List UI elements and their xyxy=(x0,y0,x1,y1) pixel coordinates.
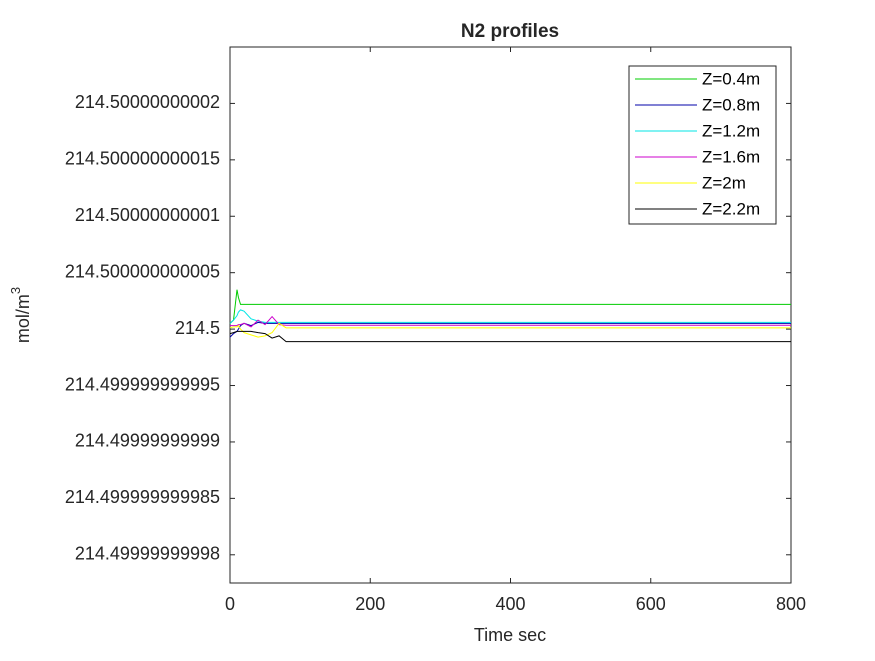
y-tick-label: 214.50000000001 xyxy=(75,205,220,225)
y-tick-label: 214.49999999998 xyxy=(75,544,220,564)
legend-box xyxy=(628,65,777,225)
y-tick-label: 214.50000000002 xyxy=(75,92,220,112)
y-tick-label: 214.5 xyxy=(175,318,220,338)
x-tick-label: 400 xyxy=(495,594,525,614)
x-tick-label: 0 xyxy=(225,594,235,614)
series-line xyxy=(229,330,791,343)
series-line xyxy=(229,289,791,324)
chart-title: N2 profiles xyxy=(461,21,559,42)
y-tick-label: 214.500000000015 xyxy=(65,149,220,169)
legend-label: Z=1.2m xyxy=(702,121,760,140)
series-line xyxy=(229,309,791,324)
x-tick-label: 800 xyxy=(776,594,806,614)
x-tick-label: 200 xyxy=(355,594,385,614)
series-line xyxy=(230,315,791,328)
x-tick-label: 600 xyxy=(636,594,666,614)
series-line xyxy=(229,322,791,338)
legend-label: Z=0.4m xyxy=(702,69,760,88)
y-axis-label: mol/m3 xyxy=(8,287,32,343)
legend-label: Z=1.6m xyxy=(702,147,760,166)
legend-label: Z=0.8m xyxy=(702,95,760,114)
y-tick-label: 214.500000000005 xyxy=(65,261,220,281)
y-label-text: mol/m xyxy=(13,294,33,343)
x-axis-label: Time sec xyxy=(474,625,546,645)
y-tick-label: 214.499999999995 xyxy=(65,374,220,394)
y-tick-label: 214.49999999999 xyxy=(75,431,220,451)
y-label-sup: 3 xyxy=(8,287,23,294)
y-tick-label: 214.499999999985 xyxy=(65,487,220,507)
legend-label: Z=2m xyxy=(702,173,746,192)
legend-label: Z=2.2m xyxy=(702,199,760,218)
